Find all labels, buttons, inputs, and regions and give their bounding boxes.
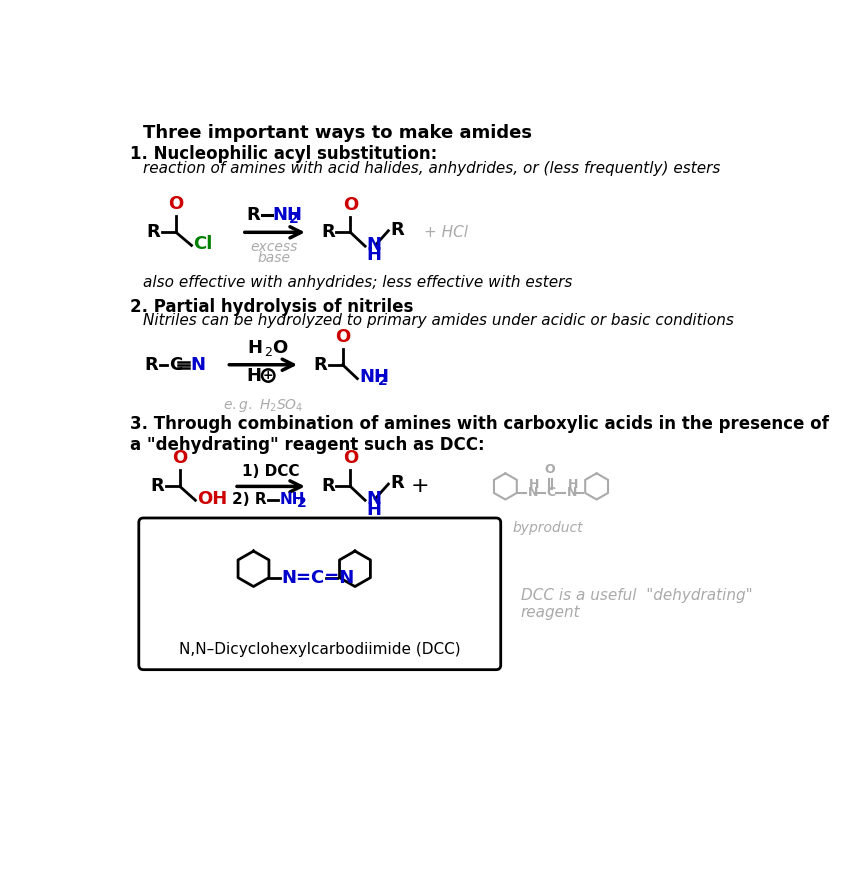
Text: O: O xyxy=(173,449,188,467)
Text: 2. Partial hydrolysis of nitriles: 2. Partial hydrolysis of nitriles xyxy=(129,298,413,316)
Text: base: base xyxy=(258,251,291,265)
Text: NH: NH xyxy=(273,206,303,224)
Text: 1. Nucleophilic acyl substitution:: 1. Nucleophilic acyl substitution: xyxy=(129,145,437,163)
Text: O: O xyxy=(168,195,184,213)
Text: R: R xyxy=(390,474,404,492)
Text: +: + xyxy=(411,476,429,497)
Text: O: O xyxy=(343,449,358,467)
Text: byproduct: byproduct xyxy=(513,521,583,535)
Text: C: C xyxy=(169,356,182,374)
Text: R: R xyxy=(147,223,161,241)
Text: N: N xyxy=(366,490,382,507)
Text: 2: 2 xyxy=(377,374,388,388)
Text: R: R xyxy=(246,206,260,224)
Text: H: H xyxy=(366,247,382,264)
FancyBboxPatch shape xyxy=(139,518,501,669)
Text: 1) DCC: 1) DCC xyxy=(241,464,299,479)
Text: Three important ways to make amides: Three important ways to make amides xyxy=(144,124,532,142)
Text: + HCl: + HCl xyxy=(424,225,468,239)
Text: 2: 2 xyxy=(297,497,307,510)
Text: C: C xyxy=(547,487,555,499)
Text: also effective with anhydrides; less effective with esters: also effective with anhydrides; less eff… xyxy=(144,275,573,289)
Text: DCC is a useful  "dehydrating"
reagent: DCC is a useful "dehydrating" reagent xyxy=(521,588,752,620)
Text: 3. Through combination of amines with carboxylic acids in the presence of
a "deh: 3. Through combination of amines with ca… xyxy=(129,415,829,454)
Text: N: N xyxy=(566,487,577,499)
Text: Cl: Cl xyxy=(193,235,212,253)
Text: R: R xyxy=(314,356,327,374)
Text: 2) R: 2) R xyxy=(232,492,267,507)
Text: H: H xyxy=(366,500,382,519)
Text: R: R xyxy=(321,223,335,241)
Text: N: N xyxy=(528,487,538,499)
Text: Nitriles can be hydrolyzed to primary amides under acidic or basic conditions: Nitriles can be hydrolyzed to primary am… xyxy=(144,313,734,328)
Text: $_2$O: $_2$O xyxy=(264,338,289,358)
Text: NH: NH xyxy=(280,492,305,507)
Text: H: H xyxy=(530,478,540,491)
Text: H: H xyxy=(246,367,261,384)
Text: OH: OH xyxy=(197,490,227,507)
Text: R: R xyxy=(321,477,335,496)
Text: R: R xyxy=(390,221,404,239)
Text: H: H xyxy=(248,339,263,357)
Text: H: H xyxy=(568,478,578,491)
Text: R: R xyxy=(144,356,158,374)
Text: O: O xyxy=(343,196,358,214)
Text: R: R xyxy=(150,477,164,496)
Text: $\it{e.g.\ H_2SO_4}$: $\it{e.g.\ H_2SO_4}$ xyxy=(223,397,303,414)
Text: N,N–Dicyclohexylcarbodiimide (DCC): N,N–Dicyclohexylcarbodiimide (DCC) xyxy=(178,642,460,657)
Text: N: N xyxy=(366,236,382,254)
Text: NH: NH xyxy=(359,368,389,386)
Text: N: N xyxy=(190,356,206,374)
Text: 2: 2 xyxy=(288,212,298,226)
Text: reaction of amines with acid halides, anhydrides, or (less frequently) esters: reaction of amines with acid halides, an… xyxy=(144,161,721,175)
Text: O: O xyxy=(545,463,555,476)
Text: excess: excess xyxy=(251,240,298,254)
Text: +: + xyxy=(263,369,274,382)
Text: N=C=N: N=C=N xyxy=(281,569,354,587)
Text: O: O xyxy=(335,328,350,346)
